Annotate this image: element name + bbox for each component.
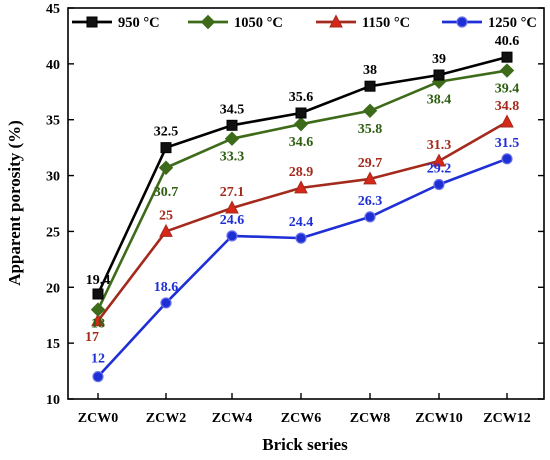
- legend-label: 1050 °C: [234, 15, 283, 31]
- data-label: 19.4: [86, 273, 111, 288]
- y-tick-label: 15: [46, 337, 60, 352]
- x-tick-label: ZCW6: [281, 411, 321, 426]
- data-label: 35.8: [358, 122, 383, 137]
- x-tick-label: ZCW8: [350, 411, 390, 426]
- data-point: [294, 180, 308, 194]
- legend-item: 1050 °C: [188, 14, 283, 31]
- data-label: 35.6: [289, 90, 314, 105]
- data-point: [159, 223, 173, 237]
- data-point: [225, 200, 239, 214]
- data-point: [293, 116, 309, 132]
- legend-label: 1250 °C: [488, 15, 537, 31]
- series-3: [92, 153, 513, 383]
- data-label: 34.8: [495, 99, 520, 114]
- data-point: [91, 313, 105, 327]
- data-point: [90, 302, 106, 317]
- data-point: [363, 171, 377, 185]
- data-point: [92, 288, 104, 300]
- legend-label: 1150 °C: [362, 15, 410, 31]
- data-label: 29.2: [427, 162, 452, 177]
- data-point: [433, 69, 445, 81]
- data-label: 38: [363, 63, 377, 78]
- data-label: 34.5: [220, 102, 245, 117]
- legend-item: 1150 °C: [316, 14, 410, 31]
- data-label-layer: 12 18.6 24.6 24.4 26.3 29.2 31.5 17 25 27.1 28.9 29…: [85, 34, 519, 367]
- x-tick-label: ZCW12: [483, 411, 530, 426]
- data-label: 18.6: [154, 280, 179, 295]
- data-point: [160, 142, 172, 154]
- legend: 950 °C 1050 °C 1150 °C 1250 °C: [72, 14, 537, 31]
- x-tick-label: ZCW10: [415, 411, 462, 426]
- data-label: 33.3: [220, 150, 245, 165]
- data-label: 28.9: [289, 165, 314, 180]
- legend-marker: [200, 14, 216, 30]
- data-label: 39: [432, 52, 446, 67]
- data-point: [160, 297, 172, 309]
- y-tick-label: 40: [46, 58, 60, 73]
- data-point: [362, 103, 378, 118]
- x-axis: ZCW0 ZCW2 ZCW4 ZCW6 ZCW8 ZCW10 ZCW12: [78, 393, 531, 426]
- data-label: 25: [159, 208, 173, 223]
- y-tick-label: 45: [46, 2, 60, 17]
- legend-item: 1250 °C: [442, 15, 537, 31]
- data-point: [158, 160, 174, 175]
- data-point: [92, 371, 104, 383]
- y-tick-label: 25: [46, 225, 60, 240]
- data-label: 34.6: [289, 135, 314, 150]
- legend-marker: [86, 16, 98, 28]
- y-axis-title: Apparent porosity (%): [5, 120, 24, 286]
- legend-marker: [329, 14, 343, 28]
- series-1: [90, 63, 515, 317]
- data-point: [226, 119, 238, 131]
- y-tick-label: 30: [46, 170, 60, 185]
- data-point: [433, 178, 445, 191]
- data-point: [432, 153, 446, 167]
- data-point: [364, 211, 376, 223]
- plot-frame: [67, 7, 545, 400]
- data-label: 12: [91, 352, 105, 367]
- data-label: 24.6: [220, 213, 245, 228]
- y-tick-label: 35: [46, 114, 60, 129]
- x-tick-label: ZCW0: [78, 411, 118, 426]
- data-point: [501, 153, 513, 165]
- legend-item: 950 °C: [72, 15, 160, 31]
- data-label: 17: [85, 330, 99, 345]
- data-label: 31.5: [495, 136, 520, 151]
- legend-marker: [456, 16, 468, 28]
- y-tick-label: 10: [46, 393, 60, 408]
- data-label: 30.7: [154, 185, 179, 200]
- data-label: 24.4: [289, 215, 314, 230]
- data-label: 40.6: [495, 34, 520, 49]
- series-layer: [90, 51, 515, 383]
- x-tick-label: ZCW4: [212, 411, 252, 426]
- x-axis-title: Brick series: [262, 435, 348, 454]
- legend-label: 950 °C: [118, 15, 160, 31]
- data-point: [500, 114, 514, 128]
- data-point: [499, 63, 515, 78]
- data-point: [295, 107, 307, 119]
- x-tick-label: ZCW2: [146, 411, 186, 426]
- data-point: [295, 232, 307, 244]
- data-label: 26.3: [358, 194, 383, 209]
- data-point: [501, 51, 513, 63]
- y-axis: 10 15 20 25 30 35 40 45: [46, 2, 544, 408]
- y-tick-label: 20: [46, 281, 60, 296]
- series-2: [91, 114, 514, 327]
- data-label: 29.7: [358, 156, 383, 171]
- data-label: 31.3: [427, 138, 452, 153]
- data-label: 32.5: [154, 125, 179, 140]
- data-point: [226, 230, 238, 242]
- data-point: [224, 131, 240, 146]
- data-label: 38.4: [427, 93, 452, 108]
- data-label: 39.4: [495, 82, 520, 97]
- data-label: 27.1: [220, 185, 245, 200]
- series-0: [92, 51, 513, 300]
- data-label: 18: [91, 317, 105, 332]
- data-point: [364, 80, 376, 92]
